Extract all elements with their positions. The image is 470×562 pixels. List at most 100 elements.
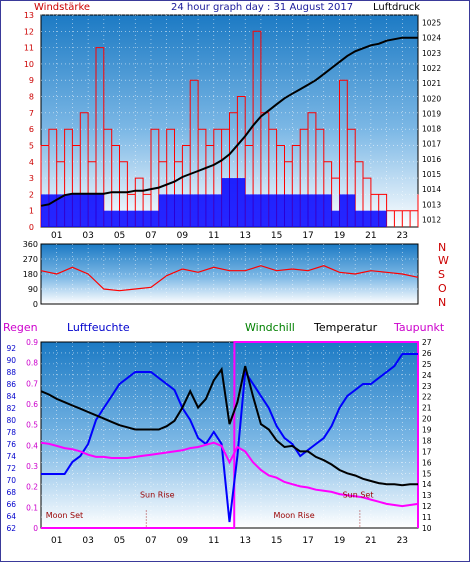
wind-x-tick-label: 21: [365, 231, 376, 241]
temp-y-tick-label: 13: [422, 491, 432, 500]
mean-wind-bar: [363, 210, 371, 227]
wind-x-tick-label: 09: [177, 231, 189, 241]
mean-wind-bar: [245, 194, 254, 227]
mean-wind-bar: [64, 194, 73, 227]
moon-set-label: Moon Set: [46, 511, 83, 520]
pressure-y-tick-label: 1013: [422, 200, 441, 209]
temp-y-tick-label: 10: [422, 524, 432, 533]
wind-y-tick-label: 4: [29, 158, 34, 167]
rain-y-tick-label: 0.8: [26, 359, 38, 368]
temp-y-tick-label: 25: [422, 360, 432, 369]
temp-y-tick-label: 14: [422, 480, 432, 489]
humidity-series-line: [41, 353, 418, 523]
pressure-y-tick-label: 1014: [422, 185, 441, 194]
wind-y-tick-label: 10: [24, 60, 34, 69]
mean-wind-bar: [347, 194, 356, 227]
mean-wind-bar: [127, 210, 136, 227]
rain-y-tick-label: 0.7: [26, 379, 38, 388]
mean-wind-bar: [221, 178, 230, 227]
humidity-y-tick-label: 62: [6, 524, 16, 533]
mean-wind-bar: [355, 210, 364, 227]
mean-wind-bar: [190, 194, 199, 227]
mean-wind-bar: [308, 194, 316, 227]
humidity-y-tick-label: 90: [6, 356, 16, 365]
mean-wind-bar: [95, 194, 104, 227]
wind-x-tick-label: 13: [239, 231, 250, 241]
mean-wind-bar: [339, 194, 348, 227]
mean-wind-bar: [198, 194, 206, 227]
climate-x-tick-label: 05: [114, 536, 125, 546]
temp-y-tick-label: 11: [422, 513, 432, 522]
windstaerke-label: Windstärke: [34, 2, 91, 13]
mean-wind-bar: [260, 194, 269, 227]
pressure-y-tick-label: 1015: [422, 170, 441, 179]
humidity-y-tick-label: 86: [6, 380, 16, 389]
mean-wind-bar: [182, 194, 191, 227]
mean-wind-bar: [150, 210, 159, 227]
humidity-temperature-panel: 0 0.1 0.2 0.3 0.4 0.5 0.6 0.7 0.8 0.9 62 64 66 68 70 72…: [6, 338, 431, 546]
mean-wind-bar: [88, 194, 96, 227]
wind-y-tick-label: 1: [29, 207, 34, 216]
mean-wind-bar: [135, 210, 144, 227]
climate-x-tick-label: 07: [145, 536, 156, 546]
mean-wind-bar: [378, 210, 387, 227]
mean-wind-bar: [323, 194, 332, 227]
wind-y-tick-label: 2: [29, 190, 34, 199]
climate-x-tick-label: 13: [239, 536, 250, 546]
climate-x-tick-label: 03: [82, 536, 93, 546]
wind-y-tick-label: 3: [29, 174, 34, 183]
temp-y-tick-label: 20: [422, 415, 432, 424]
temperatur-label: Temperatur: [314, 321, 378, 334]
wind-y-tick-label: 11: [24, 44, 34, 53]
dewpoint-series-line: [40, 441, 419, 508]
mean-wind-bar: [111, 210, 120, 227]
wind-pressure-panel: 0123456789101112131012101310141015101610…: [24, 11, 442, 241]
pressure-y-tick-label: 1018: [422, 125, 441, 134]
temp-y-tick-label: 18: [422, 436, 432, 445]
humidity-y-tick-label: 72: [6, 464, 16, 473]
temp-y-tick-label: 12: [422, 502, 432, 511]
luftdruck-label: Luftdruck: [373, 2, 421, 13]
mean-wind-bar: [80, 194, 89, 227]
climate-x-tick-label: 19: [334, 536, 346, 546]
direction-y-tick-label: 0: [33, 300, 38, 309]
temp-y-tick-label: 15: [422, 469, 432, 478]
humidity-y-tick-label: 68: [6, 488, 16, 497]
wind-x-tick-label: 19: [334, 231, 346, 241]
mean-wind-bar: [72, 194, 81, 227]
compass-n-label: N: [438, 241, 447, 254]
mean-wind-bar: [315, 194, 324, 227]
wind-y-tick-label: 0: [29, 223, 34, 232]
wind-y-tick-label: 12: [24, 27, 34, 36]
mean-wind-bar: [237, 178, 246, 227]
humidity-y-tick-label: 70: [6, 476, 16, 485]
pressure-y-tick-label: 1020: [422, 94, 441, 103]
mean-wind-bar: [292, 194, 301, 227]
climate-x-tick-label: 17: [302, 536, 313, 546]
pressure-y-tick-label: 1019: [422, 109, 441, 118]
wind-y-tick-label: 5: [29, 141, 34, 150]
wind-x-tick-label: 07: [145, 231, 156, 241]
mean-wind-bar: [174, 194, 183, 227]
temp-y-tick-label: 16: [422, 458, 432, 467]
wind-x-tick-label: 23: [397, 231, 408, 241]
compass-n2-label: N: [438, 296, 447, 309]
mean-wind-bar: [166, 194, 175, 227]
rain-y-tick-label: 0.5: [26, 421, 38, 430]
wind-y-tick-label: 13: [24, 11, 34, 20]
wind-direction-panel: 0 90 180 270 360: [23, 240, 419, 309]
temperature-series-line: [40, 365, 418, 487]
mean-wind-bar: [268, 194, 277, 227]
wind-x-tick-label: 11: [208, 231, 219, 241]
direction-y-tick-label: 90: [28, 285, 38, 294]
wind-y-tick-label: 8: [29, 93, 34, 102]
pressure-y-tick-label: 1012: [422, 215, 441, 224]
sun-set-label: Sun Set: [343, 490, 374, 499]
pressure-y-tick-label: 1021: [422, 79, 441, 88]
rain-series-line: [41, 341, 419, 529]
wind-y-tick-label: 6: [29, 125, 34, 134]
mean-wind-bar: [48, 194, 57, 227]
mean-wind-bar: [205, 194, 214, 227]
rain-y-tick-label: 0.6: [26, 400, 38, 409]
